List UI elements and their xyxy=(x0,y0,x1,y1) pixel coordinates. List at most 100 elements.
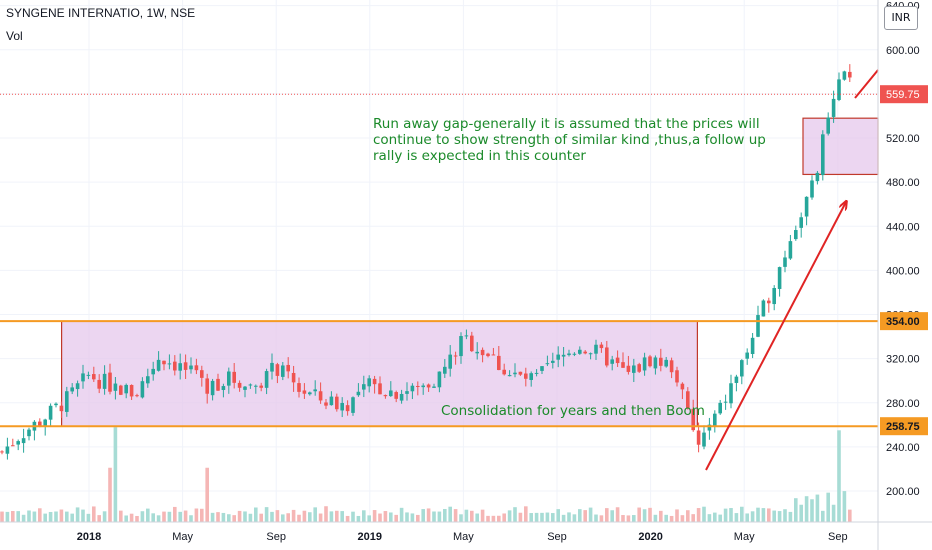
candle-body xyxy=(264,371,269,388)
volume-bar xyxy=(605,508,609,522)
volume-bar xyxy=(723,508,728,522)
candle-body xyxy=(248,384,253,386)
candle-body xyxy=(626,365,631,372)
volume-bar xyxy=(270,511,274,522)
candle-body xyxy=(767,300,771,304)
x-tick-label: 2020 xyxy=(638,531,662,543)
candle-body xyxy=(389,390,393,397)
volume-bar xyxy=(216,512,220,522)
candle-body xyxy=(432,386,436,388)
candle-body xyxy=(831,98,836,117)
volume-bar xyxy=(227,514,231,522)
volume-bar xyxy=(194,508,199,522)
candle-body xyxy=(421,385,425,388)
trend-arrow xyxy=(705,202,846,471)
x-tick-label: May xyxy=(172,531,193,543)
volume-bar xyxy=(475,513,479,522)
volume-bar xyxy=(335,510,339,522)
volume-bar xyxy=(551,513,555,522)
candle-body xyxy=(513,372,517,375)
candle-body xyxy=(745,352,749,359)
candle-body xyxy=(707,424,712,431)
volume-bar xyxy=(70,513,74,522)
candle-body xyxy=(702,432,706,447)
volume-bar xyxy=(54,511,58,522)
grid-lines xyxy=(0,0,878,522)
candle-body xyxy=(97,379,101,389)
candle-body xyxy=(135,395,139,397)
candle-body xyxy=(113,383,118,391)
volume-bar xyxy=(0,511,4,522)
volume-bar xyxy=(675,509,679,522)
candle-body xyxy=(486,353,490,357)
candle-body xyxy=(556,354,560,360)
volume-bar xyxy=(583,510,587,522)
candle-body xyxy=(227,371,231,386)
volume-bar xyxy=(826,492,830,522)
volume-bar xyxy=(578,509,582,522)
y-tick-label: 600.00 xyxy=(886,45,920,57)
volume-bar xyxy=(405,512,409,522)
volume-bar xyxy=(340,511,344,522)
candle-body xyxy=(291,372,296,383)
x-tick-label: 2019 xyxy=(358,531,382,543)
candle-body xyxy=(65,391,69,412)
volume-bar xyxy=(686,510,690,522)
volume-bar xyxy=(308,512,312,522)
volume-bar xyxy=(502,513,506,522)
volume-bar xyxy=(324,506,328,522)
candle-body xyxy=(696,430,701,445)
candle-body xyxy=(675,370,679,383)
candle-body xyxy=(524,373,528,379)
candle-body xyxy=(848,71,852,78)
volume-bar xyxy=(642,509,647,522)
volume-bar xyxy=(243,511,247,522)
volume-bar xyxy=(302,510,307,522)
volume-bar xyxy=(140,511,145,522)
volume-bar xyxy=(480,509,485,522)
volume-bar xyxy=(464,509,469,522)
candle-body xyxy=(335,396,339,410)
volume-bar xyxy=(75,507,80,522)
volume-bar xyxy=(669,515,674,522)
candle-body xyxy=(804,196,809,217)
candle-body xyxy=(356,391,361,396)
volume-bar xyxy=(437,511,442,522)
currency-badge[interactable]: INR xyxy=(884,6,918,30)
volume-bar xyxy=(777,511,782,522)
volume-bar xyxy=(200,508,204,522)
y-tick-label: 440.00 xyxy=(886,221,920,233)
consolidation-annotation: Consolidation for years and then Boom xyxy=(441,403,705,419)
volume-bar xyxy=(102,511,107,522)
candle-body xyxy=(383,395,388,397)
candle-body xyxy=(740,360,744,377)
volume-bar xyxy=(518,512,523,522)
gap-annotation: Run away gap-generally it is assumed tha… xyxy=(373,116,766,164)
volume-bar xyxy=(383,511,388,522)
candle-body xyxy=(205,378,209,394)
volume-bar xyxy=(32,511,37,522)
volume-bar xyxy=(588,507,593,522)
candle-body xyxy=(194,365,199,371)
candle-body xyxy=(38,421,42,426)
gap-box xyxy=(802,117,879,176)
candle-body xyxy=(27,429,31,437)
volume-bar xyxy=(362,510,366,522)
candle-body xyxy=(518,371,523,375)
y-tick-label: 400.00 xyxy=(886,265,920,277)
volume-bar xyxy=(599,515,604,522)
candle-body xyxy=(691,408,695,431)
x-tick-label: 2018 xyxy=(77,531,101,543)
candle-body xyxy=(507,375,512,377)
candle-body xyxy=(254,385,258,387)
volume-bar xyxy=(318,513,323,522)
last-price-label: 559.75 xyxy=(886,89,920,101)
volume-bar xyxy=(167,511,172,522)
volume-bar xyxy=(135,515,139,522)
level-tag xyxy=(880,312,928,331)
volume-bar xyxy=(183,510,188,522)
candle-body xyxy=(615,357,620,364)
candle-body xyxy=(129,384,134,397)
